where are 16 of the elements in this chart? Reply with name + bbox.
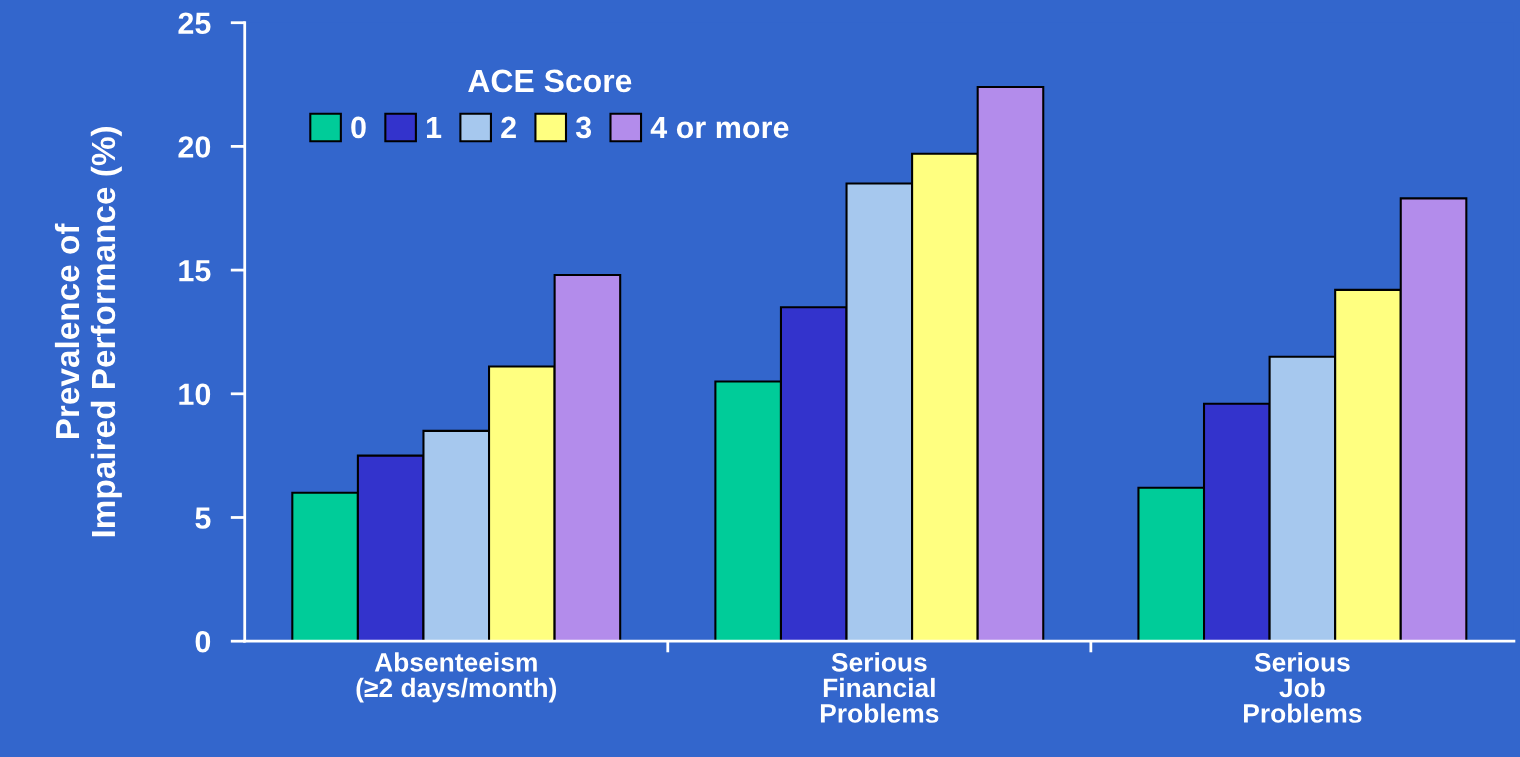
x-tick-label: Serious Financial Problems [820, 652, 939, 723]
legend-label: 3 [575, 116, 592, 139]
legend-label: 0 [351, 116, 366, 139]
legend-label: 1 [426, 116, 442, 138]
y-tick-label: 20 [178, 136, 211, 158]
y-tick-label: 25 [178, 12, 211, 35]
y-tick-label: 0 [195, 630, 211, 653]
y-tick-label: 5 [195, 507, 211, 529]
y-tick-label: 15 [179, 260, 211, 282]
x-tick-label: Serious Job Problems [1244, 652, 1362, 723]
legend-label: 2 [501, 116, 516, 138]
y-axis-title: Prevalence of Impaired Performance (%) [54, 127, 122, 537]
legend-title: ACE Score [468, 69, 632, 93]
x-tick-label: Absenteeism (≥2 days/month) [356, 652, 557, 703]
y-tick-label: 10 [179, 383, 211, 406]
legend-label: 4 or more [650, 116, 789, 139]
